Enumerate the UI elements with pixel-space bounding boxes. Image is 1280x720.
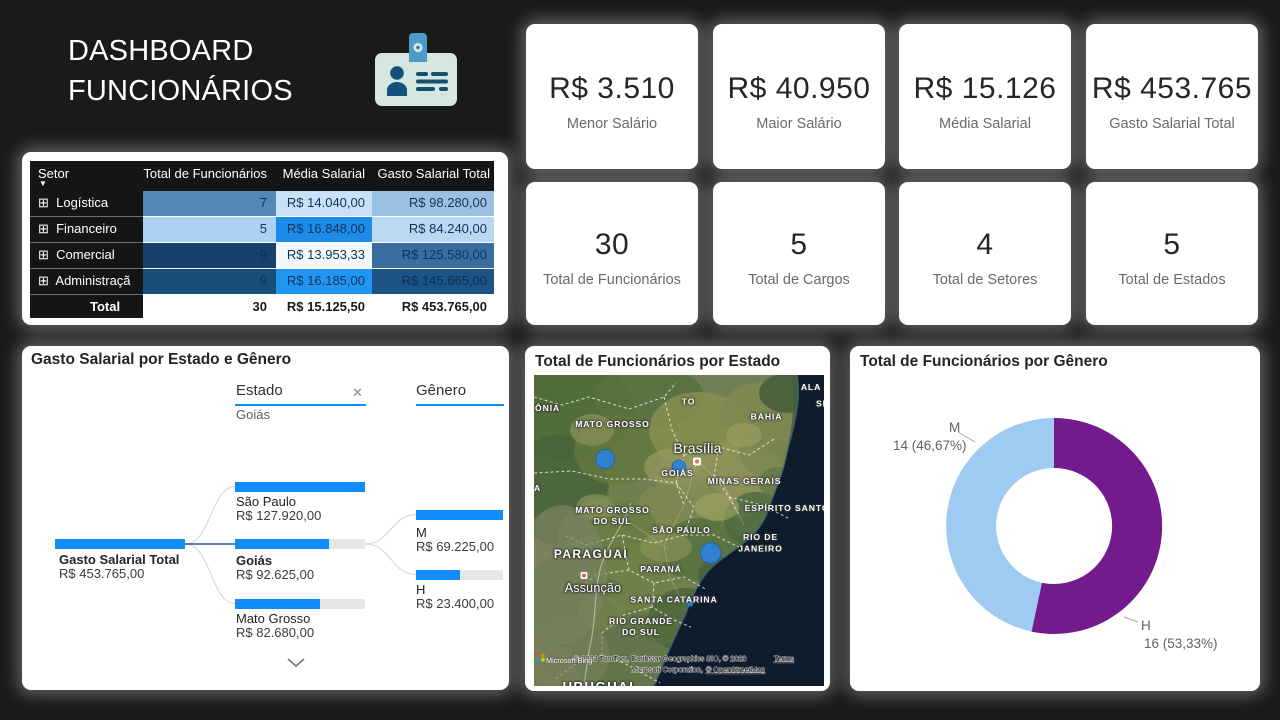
svg-text:ÔNIA: ÔNIA bbox=[535, 402, 560, 413]
svg-text:H: H bbox=[1141, 618, 1151, 633]
svg-text:MATO GROSSO: MATO GROSSO bbox=[575, 505, 650, 515]
svg-text:16 (53,33%): 16 (53,33%) bbox=[1144, 636, 1218, 651]
svg-text:ESPÍRITO SANTO: ESPÍRITO SANTO bbox=[744, 503, 823, 513]
svg-text:RIO DE: RIO DE bbox=[742, 532, 777, 542]
svg-text:PARANÁ: PARANÁ bbox=[640, 564, 682, 574]
svg-text:Terms: Terms bbox=[774, 654, 794, 663]
svg-text:© 2023 TomTom, Earthstar Geogr: © 2023 TomTom, Earthstar Geographics SIO… bbox=[574, 654, 746, 663]
svg-text:MINAS GERAIS: MINAS GERAIS bbox=[707, 476, 781, 486]
svg-text:RIO GRANDE: RIO GRANDE bbox=[609, 616, 673, 626]
svg-text:ALA: ALA bbox=[800, 382, 820, 392]
svg-text:14 (46,67%): 14 (46,67%) bbox=[893, 438, 967, 453]
svg-text:Assunção: Assunção bbox=[564, 581, 621, 595]
svg-text:BAHIA: BAHIA bbox=[750, 411, 782, 421]
svg-text:Microsoft Corporation,: Microsoft Corporation, bbox=[631, 665, 703, 674]
svg-text:MATO GROSSO: MATO GROSSO bbox=[575, 419, 650, 429]
svg-text:Microsoft Bing: Microsoft Bing bbox=[546, 656, 592, 665]
svg-text:TO: TO bbox=[681, 396, 695, 406]
svg-text:URUGUAI: URUGUAI bbox=[562, 679, 634, 686]
svg-text:SI: SI bbox=[816, 398, 824, 408]
svg-text:DO SUL: DO SUL bbox=[593, 516, 631, 526]
svg-text:Brasília: Brasília bbox=[673, 440, 721, 456]
svg-text:M: M bbox=[949, 420, 960, 435]
svg-text:GOIÁS: GOIÁS bbox=[661, 468, 693, 478]
svg-text:DO SUL: DO SUL bbox=[622, 627, 660, 637]
svg-text:© OpenStreetMap: © OpenStreetMap bbox=[706, 665, 765, 674]
svg-text:PARAGUAI: PARAGUAI bbox=[553, 547, 627, 561]
svg-text:SÃO PAULO: SÃO PAULO bbox=[652, 525, 711, 535]
svg-text:SANTA CATARINA: SANTA CATARINA bbox=[630, 594, 717, 604]
svg-text:JANEIRO: JANEIRO bbox=[738, 543, 783, 553]
svg-text:A: A bbox=[534, 483, 541, 493]
